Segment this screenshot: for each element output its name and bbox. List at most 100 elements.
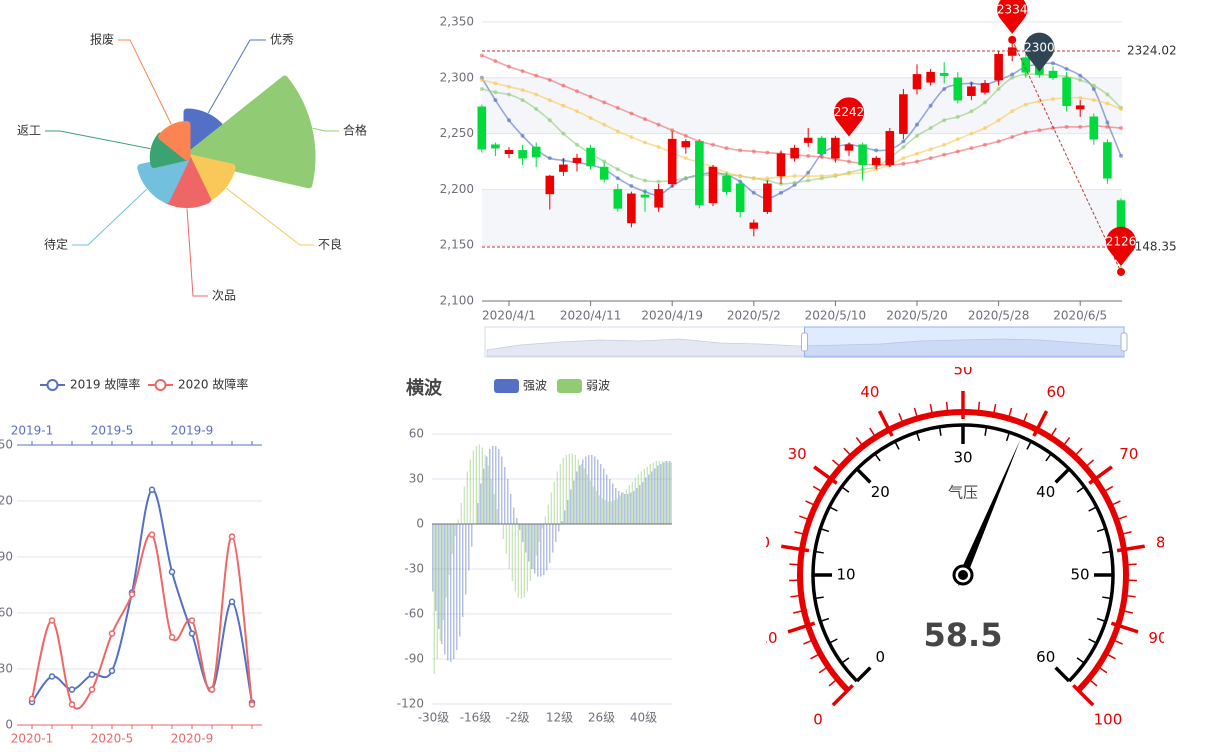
ma-point — [996, 118, 1001, 123]
x-tick-label: 2020/4/19 — [641, 309, 703, 323]
bar — [621, 492, 623, 524]
legend-label: 弱波 — [586, 379, 610, 393]
gauge-tick-label: 80 — [1156, 533, 1175, 551]
label-line — [312, 127, 339, 132]
ma-point — [1105, 101, 1110, 106]
ma-point — [983, 126, 987, 131]
ma-point — [1023, 102, 1028, 107]
bar — [507, 479, 509, 524]
bar-chart: 横波 -120 -90 -60 -30 0 30 60 强波 弱波 -30级 -16级 -2级 12级 2… — [397, 377, 672, 725]
y-tick-label: -120 — [397, 697, 424, 711]
bar — [613, 500, 615, 524]
bar — [661, 461, 663, 524]
bar — [559, 464, 561, 524]
y-tick-label: 2,300 — [440, 70, 474, 84]
candle-body — [1007, 47, 1017, 56]
x-tick-label: 2019-9 — [171, 424, 214, 438]
bar — [589, 480, 591, 524]
ma-point — [1051, 61, 1055, 66]
bar — [612, 483, 614, 524]
ma-point — [615, 129, 620, 134]
gauge-value: 58.5 — [924, 616, 1003, 654]
gauge-tick-label: 30 — [788, 445, 807, 463]
bar — [591, 455, 593, 524]
gauge-minor-tick — [977, 401, 981, 416]
candle-body — [994, 54, 1003, 81]
y-tick-label: 0 — [416, 517, 424, 531]
ma-point — [901, 161, 906, 166]
gauge-minor-tick — [992, 403, 997, 418]
ma-point — [547, 156, 552, 161]
bar — [483, 468, 485, 524]
y-tick-label: 150 — [0, 438, 13, 452]
ma-point — [751, 149, 756, 154]
candle-body — [926, 71, 935, 83]
series-point — [28, 695, 36, 703]
gauge-tick-label: 60 — [1047, 383, 1066, 401]
gauge-minor-tick — [828, 676, 841, 687]
x-tick-label: 2020/5/10 — [805, 309, 867, 323]
gauge-minor-tick — [929, 403, 934, 418]
bar — [583, 468, 585, 524]
bar — [600, 464, 602, 524]
bar — [555, 524, 557, 542]
bar — [645, 477, 647, 524]
ma-point — [779, 190, 783, 195]
gauge-minor-tick — [1117, 531, 1132, 536]
x-tick-label: 40级 — [630, 711, 657, 725]
ma-point — [969, 131, 974, 136]
bar — [489, 449, 491, 524]
ma-point — [996, 86, 1001, 91]
gauge-minor-tick — [814, 550, 824, 554]
y-tick-label: 120 — [0, 494, 13, 508]
y-tick-label: 2,250 — [440, 126, 474, 140]
bar — [669, 461, 671, 524]
rose-slice — [158, 121, 191, 161]
gauge-minor-tick — [855, 437, 866, 450]
bar — [670, 462, 672, 524]
ma-point — [983, 142, 987, 147]
x-tick-label: 2020/4/11 — [560, 309, 622, 323]
bar — [601, 498, 603, 524]
y-tick-label: -30 — [404, 562, 424, 576]
ma-point — [1105, 92, 1110, 97]
gauge-major-tick — [831, 684, 854, 707]
candle-body — [1075, 105, 1085, 110]
bar — [658, 461, 660, 524]
ma-point — [915, 151, 919, 156]
bar — [490, 479, 492, 524]
bar — [478, 444, 480, 524]
candle-body — [803, 137, 813, 143]
gauge-minor-tick — [915, 432, 921, 442]
bar — [636, 488, 638, 524]
gauge-tick-label: 30 — [953, 449, 972, 467]
bar — [595, 491, 597, 524]
ma-point — [792, 174, 797, 179]
x-tick-label: -2级 — [506, 711, 530, 725]
gauge-minor-tick — [794, 531, 809, 536]
legend-symbol — [46, 379, 59, 391]
ma-point — [1078, 78, 1083, 83]
bar — [553, 482, 555, 524]
bar — [439, 524, 441, 641]
ma-point — [915, 159, 919, 164]
series-point — [48, 673, 56, 680]
gauge-minor-tick — [938, 426, 942, 436]
bar — [534, 524, 536, 574]
ma-point — [643, 178, 647, 183]
ma-point — [507, 92, 511, 97]
bar — [459, 524, 461, 637]
gauge-minor-tick — [1107, 500, 1121, 508]
bar — [571, 453, 573, 524]
y-tick-label: 2,200 — [440, 182, 474, 196]
bar — [457, 519, 459, 524]
bar — [541, 524, 543, 529]
ma-point — [493, 81, 498, 86]
mark-pin — [834, 97, 864, 137]
bar — [544, 516, 546, 524]
ma-point — [683, 176, 688, 181]
bar — [633, 491, 635, 524]
label-line — [186, 208, 208, 297]
bar — [561, 521, 563, 524]
bar — [463, 486, 465, 524]
